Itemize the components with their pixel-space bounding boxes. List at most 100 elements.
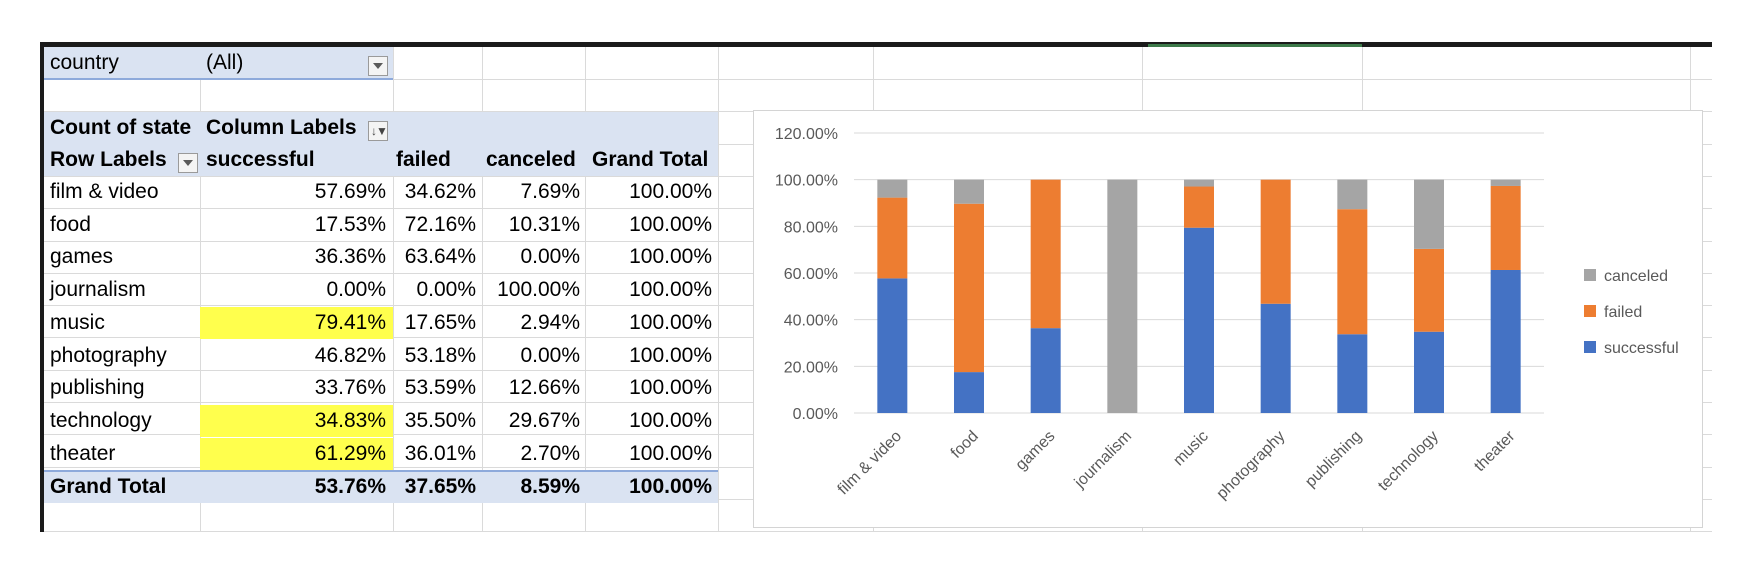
y-tick-label: 100.00% xyxy=(775,173,838,190)
cell-successful: 46.82% xyxy=(314,343,386,367)
bar-successful xyxy=(877,278,908,413)
grand-total-grand-total: 100.00% xyxy=(629,475,712,498)
bar-failed xyxy=(1490,185,1521,270)
legend-label-failed: failed xyxy=(1604,304,1642,321)
row-labels-filter-button[interactable] xyxy=(178,153,198,173)
cell-failed: 17.65% xyxy=(404,310,476,334)
x-tick-label: games xyxy=(1013,428,1059,474)
cell-grand-total: 100.00% xyxy=(629,180,712,203)
cell-canceled: 0.00% xyxy=(520,343,580,367)
column-labels-filter-button[interactable]: ↓▼ xyxy=(368,121,388,141)
y-tick-label: 60.00% xyxy=(784,266,838,283)
bar-failed xyxy=(1030,179,1061,329)
chart-canvas: 0.00% 20.00% 40.00% 60.00% 80.00% 100.00% 120.… xyxy=(775,126,1679,503)
cell-canceled: 10.31% xyxy=(508,212,580,236)
cell-successful: 36.36% xyxy=(314,245,386,269)
column-header-successful: successful xyxy=(206,148,315,171)
grid-column-line xyxy=(482,47,483,532)
cell-grand-total: 100.00% xyxy=(629,343,712,367)
filter-field-value[interactable]: (All) xyxy=(206,51,244,74)
x-tick-label: publishing xyxy=(1302,428,1365,491)
column-labels-header: Column Labels xyxy=(206,116,357,139)
cell-failed: 36.01% xyxy=(404,441,476,465)
bar-successful xyxy=(1184,227,1214,413)
y-tick-label: 80.00% xyxy=(784,219,838,236)
cell-canceled: 29.67% xyxy=(508,408,580,432)
cell-grand-total: 100.00% xyxy=(629,212,712,236)
x-tick-label: technology xyxy=(1375,428,1442,495)
legend-label-successful: successful xyxy=(1604,340,1679,357)
cell-failed: 0.00% xyxy=(416,278,476,302)
bar-canceled xyxy=(1490,179,1521,186)
row-label: technology xyxy=(50,408,152,432)
cell-canceled: 2.70% xyxy=(520,441,580,465)
cell-failed: 35.50% xyxy=(404,408,476,432)
cell-grand-total: 100.00% xyxy=(629,278,712,302)
column-header-failed: failed xyxy=(396,148,451,171)
bar-successful xyxy=(1337,334,1368,413)
y-tick-label: 40.00% xyxy=(784,313,838,330)
x-tick-label: film & video xyxy=(835,428,906,499)
bar-canceled xyxy=(1337,179,1368,210)
column-header-border xyxy=(40,42,1712,47)
cell-failed: 53.59% xyxy=(404,376,476,400)
x-tick-label: food xyxy=(948,428,982,462)
grand-total-band xyxy=(44,471,718,503)
x-tick-label: journalism xyxy=(1071,428,1135,492)
cell-grand-total: 100.00% xyxy=(629,408,712,432)
grand-total-failed: 37.65% xyxy=(404,475,476,498)
filter-sort-icon: ↓▼ xyxy=(371,124,388,138)
cell-successful: 17.53% xyxy=(314,212,386,236)
grid-column-line xyxy=(585,47,586,532)
grid-row-line xyxy=(44,79,1712,80)
y-tick-label: 20.00% xyxy=(784,359,838,376)
legend-label-canceled: canceled xyxy=(1604,268,1668,285)
cell-grand-total: 100.00% xyxy=(629,310,712,334)
stacked-bar-chart[interactable]: 0.00% 20.00% 40.00% 60.00% 80.00% 100.00% 120.… xyxy=(753,110,1703,528)
cell-failed: 63.64% xyxy=(404,245,476,269)
row-labels-header: Row Labels xyxy=(50,148,167,171)
row-label: food xyxy=(50,212,91,236)
grid-row-line xyxy=(44,531,1712,532)
row-label: games xyxy=(50,245,114,269)
cell-successful: 61.29% xyxy=(200,437,393,470)
cell-failed: 53.18% xyxy=(404,343,476,367)
row-label: music xyxy=(50,310,105,334)
cell-canceled: 7.69% xyxy=(520,180,580,203)
filter-dropdown-button[interactable] xyxy=(368,56,388,76)
bar-failed xyxy=(1337,209,1368,335)
bar-successful xyxy=(1414,331,1444,413)
x-tick-label: photography xyxy=(1214,428,1289,503)
row-label: film & video xyxy=(50,180,159,203)
bar-failed xyxy=(1184,186,1214,228)
cell-failed: 34.62% xyxy=(404,180,476,203)
bar-canceled xyxy=(1107,179,1138,413)
filter-underline xyxy=(44,78,393,80)
bar-canceled xyxy=(954,179,984,204)
grid-column-line xyxy=(393,47,394,532)
x-tick-label: theater xyxy=(1471,427,1519,475)
chevron-down-icon xyxy=(373,63,383,69)
row-label: photography xyxy=(50,343,167,367)
cell-grand-total: 100.00% xyxy=(629,376,712,400)
bar-failed xyxy=(877,197,908,279)
filter-field-label: country xyxy=(50,51,119,74)
bar-successful xyxy=(1030,328,1061,413)
row-header-border xyxy=(40,42,44,532)
bar-canceled xyxy=(1414,179,1444,249)
legend-swatch-canceled xyxy=(1584,269,1596,281)
bar-successful xyxy=(1490,269,1521,413)
grand-total-canceled: 8.59% xyxy=(520,475,580,498)
grand-total-successful: 53.76% xyxy=(314,475,386,498)
bar-failed xyxy=(1260,179,1291,304)
grand-total-label: Grand Total xyxy=(50,475,167,498)
cell-grand-total: 100.00% xyxy=(629,245,712,269)
column-header-grand-total: Grand Total xyxy=(592,148,709,171)
bar-canceled xyxy=(877,179,908,198)
bar-successful xyxy=(954,372,984,413)
pivot-corner-label: Count of state xyxy=(50,116,192,139)
cell-grand-total: 100.00% xyxy=(629,441,712,465)
cell-successful: 57.69% xyxy=(314,180,386,203)
cell-canceled: 100.00% xyxy=(497,278,580,302)
